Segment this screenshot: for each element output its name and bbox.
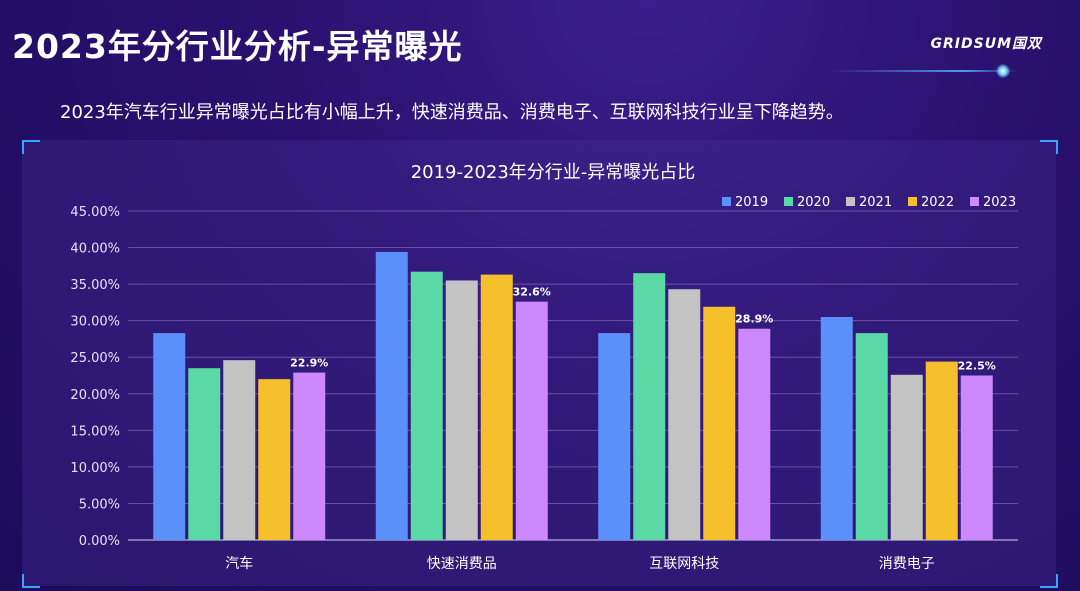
bar xyxy=(258,379,291,540)
y-tick-label: 45.00% xyxy=(70,205,120,220)
bar xyxy=(223,360,256,540)
bar xyxy=(820,317,853,540)
bar xyxy=(293,372,326,540)
x-category-label: 快速消费品 xyxy=(427,556,497,572)
y-tick-label: 20.00% xyxy=(70,388,120,403)
x-category-label: 汽车 xyxy=(225,555,253,572)
bar xyxy=(738,328,771,540)
bar xyxy=(890,374,923,540)
bar xyxy=(703,306,736,540)
legend-label: 2023 xyxy=(983,195,1016,210)
panel-corner-bottom-left xyxy=(22,574,40,588)
decorative-glow-dot xyxy=(996,64,1010,78)
y-tick-label: 0.00% xyxy=(79,534,120,549)
legend-label: 2019 xyxy=(735,195,768,210)
bar xyxy=(925,361,958,540)
bar xyxy=(375,251,408,541)
legend-label: 2021 xyxy=(859,195,892,210)
bar xyxy=(855,333,888,540)
legend-swatch xyxy=(846,197,855,206)
page-subtitle: 2023年汽车行业异常曝光占比有小幅上升，快速消费品、消费电子、互联网科技行业呈… xyxy=(60,102,844,123)
legend-swatch xyxy=(908,197,917,206)
legend-label: 2020 xyxy=(797,195,830,210)
bar xyxy=(153,333,186,540)
y-tick-label: 40.00% xyxy=(70,242,120,257)
data-label: 32.6% xyxy=(513,286,551,299)
page-title: 2023年分行业分析-异常曝光 xyxy=(12,27,463,66)
bar xyxy=(188,368,221,540)
legend-swatch xyxy=(970,197,979,206)
legend-swatch xyxy=(784,197,793,206)
panel-corner-top-left xyxy=(22,140,40,154)
panel-corner-bottom-right xyxy=(1040,574,1058,588)
y-tick-label: 35.00% xyxy=(70,278,120,293)
y-tick-label: 15.00% xyxy=(70,424,120,439)
y-tick-label: 10.00% xyxy=(70,461,120,476)
panel-corner-top-right xyxy=(1040,140,1058,154)
chart-title: 2019-2023年分行业-异常曝光占比 xyxy=(411,162,696,183)
legend-swatch xyxy=(722,197,731,206)
bar xyxy=(410,271,443,540)
y-tick-label: 25.00% xyxy=(70,351,120,366)
bar xyxy=(598,333,631,540)
y-tick-label: 5.00% xyxy=(79,497,120,512)
data-label: 28.9% xyxy=(735,313,773,326)
data-label: 22.9% xyxy=(290,357,328,370)
x-category-label: 互联网科技 xyxy=(649,556,719,572)
bar xyxy=(633,273,666,540)
bar xyxy=(668,289,701,540)
bar xyxy=(515,301,548,540)
legend-label: 2022 xyxy=(921,195,954,210)
bar xyxy=(960,375,993,540)
bar xyxy=(445,280,478,540)
bar xyxy=(480,274,513,540)
data-label: 22.5% xyxy=(958,360,996,373)
y-tick-label: 30.00% xyxy=(70,315,120,330)
gridsum-logo: GRIDSUM国双 xyxy=(930,36,1042,52)
decorative-glow-line xyxy=(830,70,1020,72)
x-category-label: 消费电子 xyxy=(879,556,935,572)
